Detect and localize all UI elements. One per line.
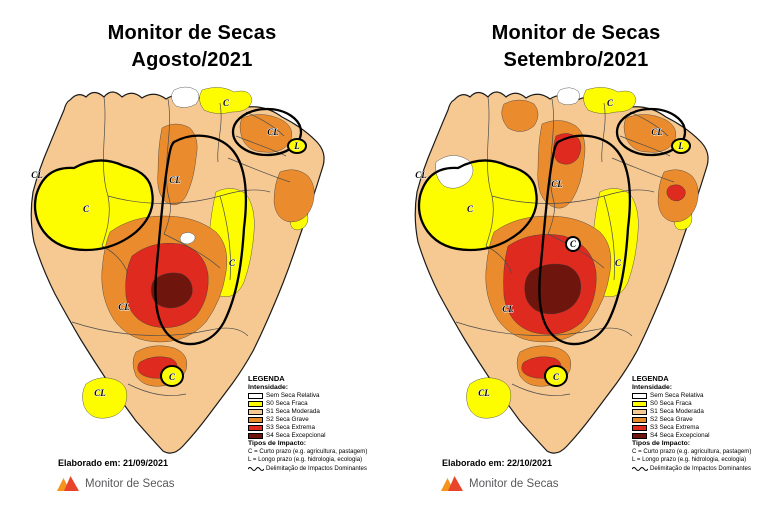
logo-text: Monitor de Secas bbox=[469, 477, 559, 490]
legend-item: S1 Seca Moderada bbox=[248, 408, 376, 415]
state-borders bbox=[455, 96, 675, 396]
impact-label: CL bbox=[651, 127, 663, 137]
legend-item: S3 Seca Extrema bbox=[632, 424, 760, 431]
drought-map-august: C CL L CL CL C C CL C CL bbox=[30, 86, 325, 454]
circled-impact-area bbox=[160, 365, 184, 387]
impact-labels: C CL L CL CL C C CL C CL C bbox=[415, 98, 685, 399]
impact-long-line: L = Longo prazo (e.g. hidrologia, ecolog… bbox=[248, 456, 363, 463]
impact-label: L bbox=[293, 141, 300, 151]
impact-label: CL bbox=[415, 170, 427, 180]
impact-label: CL bbox=[169, 175, 181, 185]
legend-intensity-heading: Intensidade: bbox=[632, 384, 673, 391]
logo-text: Monitor de Secas bbox=[85, 477, 175, 490]
panel-september: Monitor de Secas Setembro/2021 bbox=[384, 0, 768, 512]
impact-long-line: L = Longo prazo (e.g. hidrologia, ecolog… bbox=[632, 456, 747, 463]
impact-contours bbox=[417, 107, 691, 387]
drought-map-september: C CL L CL CL C C CL C CL C bbox=[414, 87, 709, 454]
impact-label: C bbox=[83, 204, 90, 214]
impact-label: C bbox=[229, 258, 236, 268]
circled-impact-area bbox=[287, 138, 307, 154]
impact-label: C bbox=[553, 372, 560, 382]
squiggle-line-icon bbox=[632, 466, 648, 471]
impact-label: CL bbox=[118, 302, 130, 312]
squiggle-line-icon bbox=[248, 466, 264, 471]
impact-label: C bbox=[223, 98, 230, 108]
impact-label: C bbox=[570, 239, 577, 249]
legend-item: S0 Seca Fraca bbox=[632, 400, 760, 407]
swatch-s3 bbox=[248, 424, 263, 431]
impact-contours bbox=[33, 107, 307, 387]
legend-impact-heading: Tipos de Impacto: bbox=[248, 440, 307, 447]
impact-label: CL bbox=[551, 179, 563, 189]
swatch-sem-seca bbox=[248, 392, 263, 399]
elaborated-date: Elaborado em: 22/10/2021 bbox=[442, 458, 553, 468]
swatch-s2 bbox=[248, 416, 263, 423]
impact-short-line: C = Curto prazo (e.g. agricultura, pasta… bbox=[632, 448, 752, 455]
legend-item: S2 Seca Grave bbox=[248, 416, 376, 423]
impact-label: C bbox=[169, 372, 176, 382]
circled-impact-area bbox=[671, 138, 691, 154]
impact-label: CL bbox=[478, 388, 490, 398]
swatch-s2 bbox=[632, 416, 647, 423]
legend-item: Sem Seca Relativa bbox=[632, 392, 760, 399]
impact-labels: C CL L CL CL C C CL C CL bbox=[31, 98, 301, 399]
map-title-line2: Agosto/2021 bbox=[131, 49, 253, 71]
circled-impact-area bbox=[544, 365, 568, 387]
panel-august: Monitor de Secas Agosto/2021 bbox=[0, 20, 384, 492]
impact-label: CL bbox=[267, 127, 279, 137]
monitor-de-secas-logo: Monitor de Secas bbox=[56, 475, 175, 492]
map-title-line1: Monitor de Secas bbox=[107, 22, 277, 44]
legend-item: S0 Seca Fraca bbox=[248, 400, 376, 407]
impact-label: L bbox=[677, 141, 684, 151]
legend-title: LEGENDA bbox=[248, 374, 285, 383]
legend-item: S4 Seca Excepcional bbox=[248, 432, 376, 439]
legend-intensity-heading: Intensidade: bbox=[248, 384, 289, 391]
impact-label: C bbox=[467, 204, 474, 214]
impact-delimitation-line: Delimitação de Impactos Dominantes bbox=[632, 464, 760, 473]
elaborated-date: Elaborado em: 21/09/2021 bbox=[58, 458, 169, 468]
legend-item: S3 Seca Extrema bbox=[248, 424, 376, 431]
swatch-s4 bbox=[248, 432, 263, 439]
legend-title: LEGENDA bbox=[632, 374, 669, 383]
legend-item: S1 Seca Moderada bbox=[632, 408, 760, 415]
impact-label: CL bbox=[31, 170, 43, 180]
impact-label: C bbox=[607, 98, 614, 108]
swatch-s1 bbox=[248, 408, 263, 415]
swatch-s0 bbox=[248, 400, 263, 407]
monitor-de-secas-logo-icon bbox=[441, 476, 463, 491]
impact-label: C bbox=[615, 258, 622, 268]
impact-label: CL bbox=[94, 388, 106, 398]
circled-impact-area bbox=[565, 236, 581, 252]
monitor-de-secas-logo: Monitor de Secas bbox=[440, 475, 559, 492]
swatch-sem-seca bbox=[632, 392, 647, 399]
legend-item: S2 Seca Grave bbox=[632, 416, 760, 423]
impact-delimitation-line: Delimitação de Impactos Dominantes bbox=[248, 464, 376, 473]
impact-label: CL bbox=[502, 304, 514, 314]
map-title-september: Monitor de Secas Setembro/2021 bbox=[384, 20, 768, 74]
swatch-s0 bbox=[632, 400, 647, 407]
legend-impact-heading: Tipos de Impacto: bbox=[632, 440, 691, 447]
swatch-s3 bbox=[632, 424, 647, 431]
monitor-de-secas-logo-icon bbox=[57, 476, 79, 491]
swatch-s1 bbox=[632, 408, 647, 415]
swatch-s4 bbox=[632, 432, 647, 439]
map-title-august: Monitor de Secas Agosto/2021 bbox=[0, 20, 384, 74]
drought-patches bbox=[34, 86, 315, 419]
legend-item: S4 Seca Excepcional bbox=[632, 432, 760, 439]
legend-item: Sem Seca Relativa bbox=[248, 392, 376, 399]
impact-short-line: C = Curto prazo (e.g. agricultura, pasta… bbox=[248, 448, 368, 455]
legend: LEGENDA Intensidade: Sem Seca Relativa S… bbox=[632, 374, 760, 473]
legend: LEGENDA Intensidade: Sem Seca Relativa S… bbox=[248, 374, 376, 473]
map-title-line2: Setembro/2021 bbox=[503, 49, 649, 71]
map-title-line1: Monitor de Secas bbox=[491, 22, 661, 44]
